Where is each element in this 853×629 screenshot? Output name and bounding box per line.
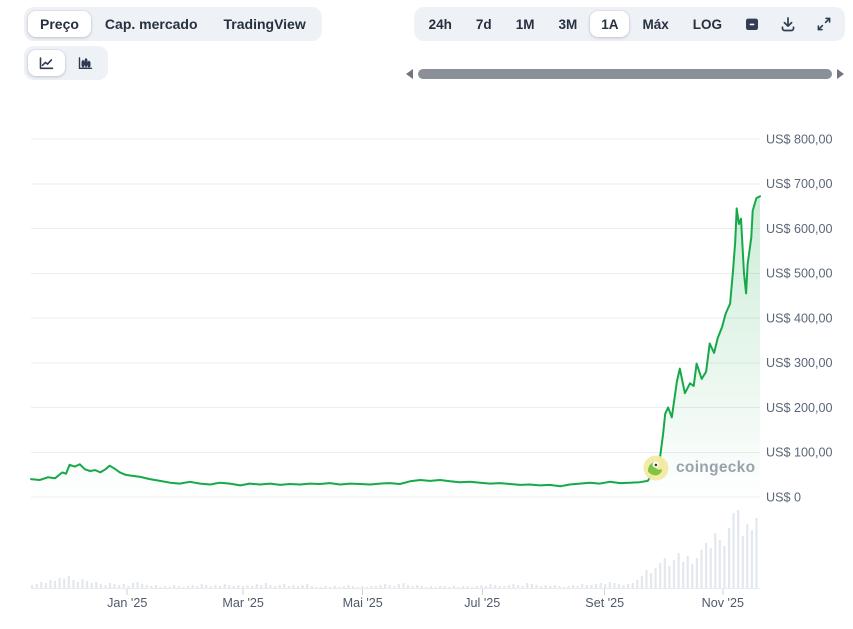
y-axis-labels: US$ 800,00 US$ 700,00 US$ 600,00 US$ 500,00… [766, 132, 833, 504]
metric-tabs: Preço Cap. mercado TradingView [24, 7, 322, 41]
download-icon[interactable] [771, 11, 805, 37]
tab-tradingview[interactable]: TradingView [212, 11, 318, 37]
expand-icon [815, 15, 833, 33]
time-range-scrollbar [406, 66, 844, 82]
range-7d[interactable]: 7d [465, 11, 503, 37]
volume-bars [31, 510, 758, 588]
svg-text:Mai '25: Mai '25 [343, 596, 383, 610]
svg-text:US$ 0: US$ 0 [766, 490, 801, 504]
svg-text:Mar '25: Mar '25 [222, 596, 264, 610]
svg-text:US$ 600,00: US$ 600,00 [766, 222, 833, 236]
expand-icon[interactable] [807, 11, 841, 37]
line-chart-icon [38, 56, 55, 71]
download-icon [779, 15, 797, 33]
scrollbar-thumb[interactable] [418, 69, 832, 79]
svg-text:Jul '25: Jul '25 [464, 596, 500, 610]
svg-text:US$ 400,00: US$ 400,00 [766, 311, 833, 325]
svg-text:Nov '25: Nov '25 [702, 596, 744, 610]
svg-text:US$ 100,00: US$ 100,00 [766, 446, 833, 460]
range-1a[interactable]: 1A [590, 11, 630, 37]
svg-text:US$ 200,00: US$ 200,00 [766, 401, 833, 415]
range-toolbar: 24h 7d 1M 3M 1A Máx LOG [413, 7, 845, 41]
range-max[interactable]: Máx [631, 11, 679, 37]
range-24h[interactable]: 24h [418, 11, 463, 37]
gridlines [31, 138, 760, 498]
x-axis: Jan '25 Mar '25 Mai '25 Jul '25 Set '25 Nov '… [31, 588, 760, 610]
scroll-right-arrow[interactable] [837, 69, 844, 79]
tab-cap-mercado[interactable]: Cap. mercado [93, 11, 210, 37]
svg-text:US$ 700,00: US$ 700,00 [766, 177, 833, 191]
scroll-left-arrow[interactable] [406, 69, 413, 79]
bar-volume-icon [77, 56, 94, 71]
svg-text:US$ 300,00: US$ 300,00 [766, 356, 833, 370]
range-3m[interactable]: 3M [547, 11, 588, 37]
svg-text:US$ 800,00: US$ 800,00 [766, 132, 833, 146]
line-chart-button[interactable] [28, 50, 65, 76]
chart-type-toolbar [24, 46, 108, 80]
range-1m[interactable]: 1M [505, 11, 546, 37]
calendar-icon [743, 15, 761, 33]
svg-text:Jan '25: Jan '25 [107, 596, 147, 610]
log-scale-toggle[interactable]: LOG [682, 11, 733, 37]
svg-text:Set '25: Set '25 [585, 596, 624, 610]
bar-volume-button[interactable] [67, 50, 104, 76]
tab-preco[interactable]: Preço [28, 11, 91, 37]
price-series [30, 195, 761, 498]
calendar-icon[interactable] [735, 11, 769, 37]
svg-text:US$ 500,00: US$ 500,00 [766, 267, 833, 281]
